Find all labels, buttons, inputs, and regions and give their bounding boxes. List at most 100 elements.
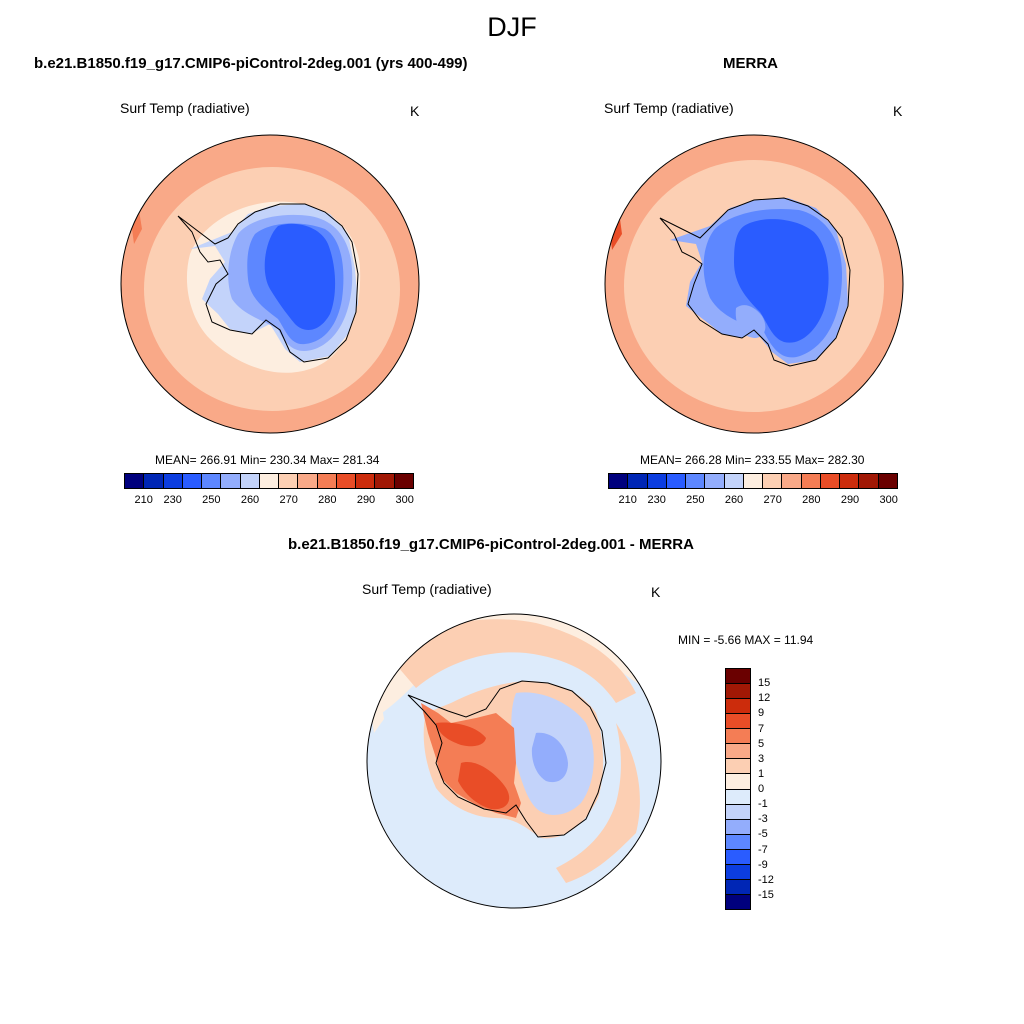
model-map <box>120 134 420 434</box>
obs-colorbar-ticks: 210 230 250 260 270 280 290 300 <box>608 494 898 508</box>
obs-colorbar-tick-label: 260 <box>724 494 744 506</box>
diff-peninsula-hot <box>436 722 486 747</box>
obs-colorbar-swatch <box>628 474 648 488</box>
map-border <box>366 613 662 909</box>
obs-colorbar-swatch <box>763 474 783 488</box>
diff-colorbar-tick-label: 5 <box>758 737 765 750</box>
diff-colorbar-tick-label: -12 <box>758 873 774 886</box>
ross-ice-shelf <box>735 305 766 338</box>
obs-colorbar-swatch <box>666 474 687 488</box>
model-colorbar-swatch <box>240 474 260 488</box>
obs-colorbar-swatch <box>724 474 744 488</box>
diff-colorbar-swatch <box>726 774 750 790</box>
diff-west-antarctica-hot <box>458 762 510 810</box>
map-border <box>604 134 904 434</box>
diff-colorbar-tick-label: 3 <box>758 752 765 765</box>
model-colorbar-swatch <box>182 474 203 488</box>
model-units-label: K <box>410 103 420 119</box>
obs-units-label: K <box>893 103 903 119</box>
diff-colorbar-tick-label: -3 <box>758 813 768 826</box>
diff-colorbar-swatch <box>726 729 750 745</box>
east-antarctic-plateau <box>264 223 336 330</box>
model-panel-title: b.e21.B1850.f19_g17.CMIP6-piControl-2deg… <box>34 55 468 72</box>
east-antarctic-plateau <box>734 219 829 343</box>
obs-colorbar-swatch <box>820 474 841 488</box>
obs-variable-label: Surf Temp (radiative) <box>604 100 734 116</box>
diff-colorbar-swatch <box>726 759 750 775</box>
diff-colorbar-swatch <box>726 744 750 760</box>
diff-plateau-coolest <box>531 732 568 783</box>
obs-map <box>604 134 904 434</box>
obs-colorbar-swatch <box>705 474 725 488</box>
model-colorbar-swatch <box>375 474 395 488</box>
diff-colorbar-tick-label: 0 <box>758 783 765 795</box>
obs-colorbar-swatch <box>782 474 802 488</box>
obs-colorbar-swatch <box>840 474 860 488</box>
diff-colorbar-swatch <box>726 879 750 895</box>
diff-colorbar-tick-label: -15 <box>758 888 774 901</box>
obs-colorbar-swatch <box>878 474 897 488</box>
diff-colorbar-swatch <box>726 849 750 865</box>
obs-stats: MEAN= 266.28 Min= 233.55 Max= 282.30 <box>640 453 865 467</box>
obs-colorbar-swatch <box>743 474 764 488</box>
obs-colorbar-tick-label: 250 <box>686 494 705 506</box>
diff-colorbar-swatch <box>726 669 750 685</box>
diff-colorbar-tick-label: 12 <box>758 692 771 705</box>
obs-panel-title: MERRA <box>723 55 778 72</box>
diff-units-label: K <box>651 584 661 600</box>
obs-colorbar-tick-label: 300 <box>879 494 898 506</box>
model-stats: MEAN= 266.91 Min= 230.34 Max= 281.34 <box>155 453 380 467</box>
diff-colorbar-swatch <box>726 894 750 909</box>
model-colorbar-tick-label: 260 <box>240 494 260 506</box>
diff-ocean-warm-ring <box>386 619 636 703</box>
model-colorbar-swatch <box>279 474 299 488</box>
model-colorbar-tick-label: 210 <box>134 494 153 506</box>
model-colorbar-swatch <box>259 474 280 488</box>
model-colorbar-swatch <box>394 474 413 488</box>
map-border <box>120 134 420 434</box>
model-colorbar-swatch <box>356 474 376 488</box>
model-colorbar-swatch <box>163 474 183 488</box>
model-colorbar-swatch <box>298 474 318 488</box>
diff-colorbar-tick-label: -1 <box>758 798 768 811</box>
model-colorbar-ticks: 210 230 250 260 270 280 290 300 <box>124 494 414 508</box>
diff-colorbar-swatch <box>726 819 750 835</box>
obs-colorbar-swatch <box>647 474 667 488</box>
obs-colorbar-swatch <box>609 474 629 488</box>
diff-colorbar-swatch <box>726 714 750 730</box>
obs-colorbar-swatch <box>686 474 706 488</box>
model-colorbar-swatch <box>202 474 222 488</box>
diff-colorbar-swatch <box>726 684 750 700</box>
diff-colorbar-tick-label: 1 <box>758 767 765 780</box>
model-colorbar-tick-label: 250 <box>202 494 221 506</box>
diff-panel-title: b.e21.B1850.f19_g17.CMIP6-piControl-2deg… <box>288 536 694 553</box>
model-colorbar-swatch <box>336 474 357 488</box>
obs-colorbar-swatch <box>859 474 879 488</box>
model-colorbar-swatch <box>144 474 164 488</box>
antarctic-coastline <box>407 680 607 838</box>
season-title: DJF <box>487 12 537 42</box>
diff-map <box>366 613 662 909</box>
diff-colorbar-swatch <box>726 864 750 880</box>
obs-colorbar-swatch <box>801 474 821 488</box>
diff-colorbar-ticks: 15 12 9 7 5 3 1 0 -1 -3 -5 -7 -9 -12 -15 <box>758 668 798 910</box>
model-colorbar-tick-label: 280 <box>318 494 337 506</box>
model-variable-label: Surf Temp (radiative) <box>120 100 250 116</box>
diff-colorbar-swatch <box>726 789 750 805</box>
diff-colorbar-tick-label: 9 <box>758 707 765 720</box>
model-colorbar-swatch <box>125 474 145 488</box>
obs-colorbar <box>608 473 898 489</box>
diff-colorbar-tick-label: 15 <box>758 677 771 690</box>
diff-colorbar-swatch <box>726 804 750 820</box>
obs-colorbar-tick-label: 280 <box>802 494 821 506</box>
diff-colorbar-swatch <box>726 699 750 715</box>
diff-colorbar-swatch <box>726 834 750 850</box>
obs-colorbar-tick-label: 290 <box>840 494 860 506</box>
model-colorbar-tick-label: 300 <box>395 494 414 506</box>
antarctic-coastline <box>659 197 851 367</box>
model-colorbar-tick-label: 270 <box>279 494 298 506</box>
diff-ocean-warm-east <box>556 723 640 883</box>
diff-colorbar-tick-label: -7 <box>758 843 768 856</box>
antarctic-coastline <box>177 203 359 363</box>
model-colorbar-swatch <box>317 474 337 488</box>
